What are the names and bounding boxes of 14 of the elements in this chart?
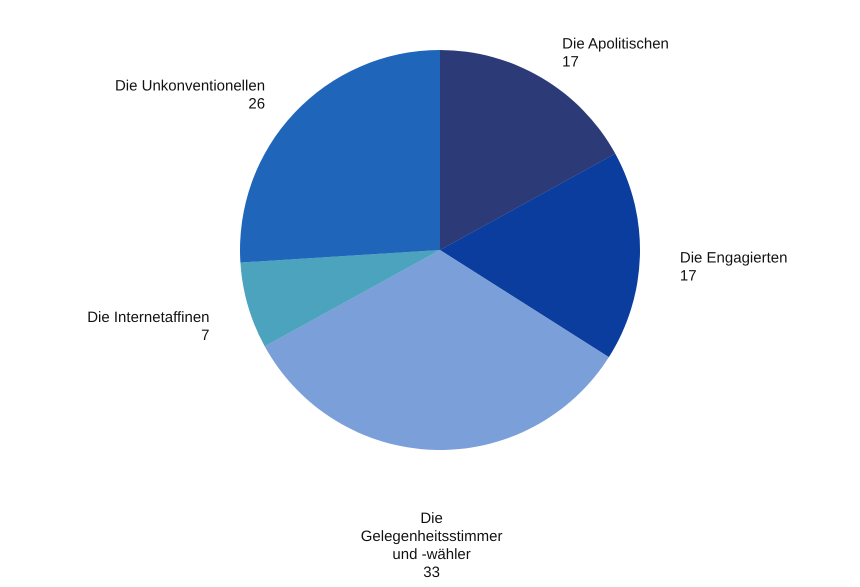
slice-label: Die Gelegenheitsstimmer und -wähler: [360, 510, 502, 563]
pie-slice: [264, 250, 609, 450]
slice-label: Die Engagierten: [680, 250, 788, 267]
slice-label: Die Apolitischen: [562, 35, 669, 52]
pie-slice: [240, 250, 440, 346]
data-label: 33: [423, 564, 440, 581]
pie-slice: [440, 50, 616, 250]
data-label: 17: [680, 268, 697, 285]
data-label: 17: [562, 53, 579, 70]
pie-slice: [440, 154, 640, 358]
slice-label: Die Internetaffinen: [87, 308, 210, 326]
data-label: 7: [201, 326, 210, 344]
data-label: 26: [248, 96, 266, 113]
slice-label: Die Unkonventionellen: [114, 78, 266, 95]
